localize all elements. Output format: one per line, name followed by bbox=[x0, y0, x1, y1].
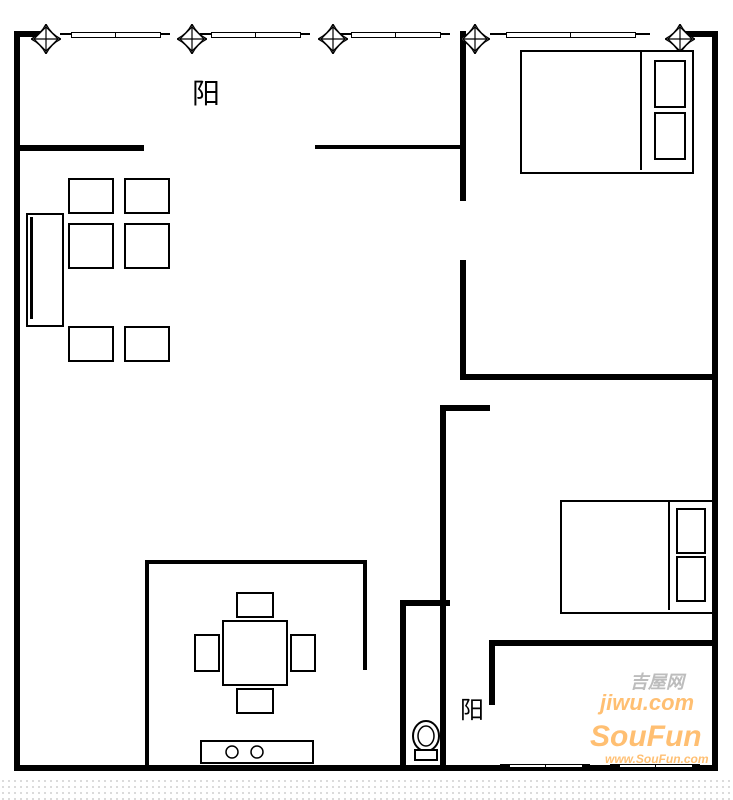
kitchen-counter bbox=[200, 740, 314, 764]
toilet-icon bbox=[410, 720, 450, 773]
dining-chair-3 bbox=[290, 634, 316, 672]
sofa-tableL bbox=[68, 223, 114, 269]
label-balcony_top: 阳 bbox=[192, 72, 252, 112]
ornament-0 bbox=[31, 24, 61, 54]
central-top-stub bbox=[440, 405, 490, 411]
sofa-armR bbox=[124, 178, 170, 214]
dining-left bbox=[145, 560, 149, 771]
outer-wall-left bbox=[14, 31, 20, 771]
bedroom-divider-horiz bbox=[460, 374, 718, 380]
window-top-1 bbox=[200, 25, 310, 43]
dining-table bbox=[222, 620, 288, 686]
floor-plan-canvas: 阳阳吉屋网jiwu.comSouFunwww.SouFun.com bbox=[0, 0, 733, 800]
sofa-tableR bbox=[124, 223, 170, 269]
window-top-3 bbox=[490, 25, 650, 43]
window-top-2 bbox=[340, 25, 450, 43]
sofa-ottL bbox=[68, 326, 114, 362]
outer-wall-right bbox=[712, 31, 718, 771]
ornament-1 bbox=[177, 24, 207, 54]
central-vertical-wall bbox=[440, 410, 446, 771]
window-bot-0 bbox=[500, 758, 590, 772]
upper-mid-thin bbox=[315, 145, 465, 149]
lower-right-horiz bbox=[489, 640, 718, 646]
bed1-headline bbox=[640, 50, 642, 170]
sofa-couch-back bbox=[30, 217, 33, 319]
upper-left-stub bbox=[14, 145, 144, 151]
bed1-pillow-r bbox=[654, 112, 686, 160]
ornament-3 bbox=[460, 24, 490, 54]
dining-chair-0 bbox=[236, 592, 274, 618]
sofa-ottR bbox=[124, 326, 170, 362]
bed2-pillow-r bbox=[676, 556, 706, 602]
dining-chair-2 bbox=[194, 634, 220, 672]
sofa-armL bbox=[68, 178, 114, 214]
dining-right bbox=[363, 560, 367, 670]
mid-wall-left-lower bbox=[460, 260, 466, 380]
bottom-dot-strip bbox=[0, 778, 733, 800]
dining-top bbox=[145, 560, 367, 564]
ornament-2 bbox=[318, 24, 348, 54]
window-top-0 bbox=[60, 25, 170, 43]
bed2-pillow-l bbox=[676, 508, 706, 554]
label-balcony_bot: 阳 bbox=[460, 690, 520, 730]
bed2-headline bbox=[668, 500, 670, 610]
bed1-pillow-l bbox=[654, 60, 686, 108]
dining-chair-1 bbox=[236, 688, 274, 714]
bedroom1-wall-left bbox=[460, 31, 466, 201]
bath-wall-left bbox=[400, 600, 406, 771]
